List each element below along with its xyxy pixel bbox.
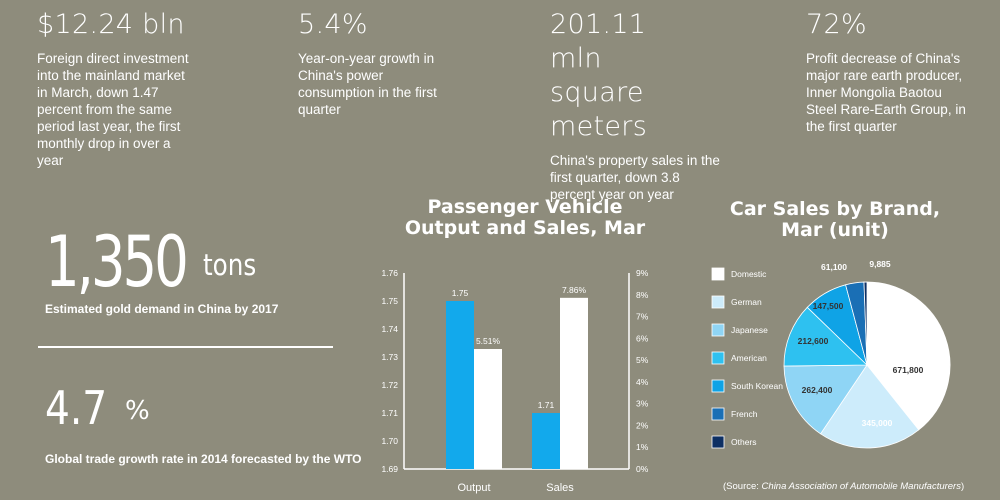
legend-label: American — [731, 353, 767, 363]
legend-label: Others — [731, 437, 757, 447]
stat-description: Year-on-year growth in China's power con… — [298, 51, 437, 117]
right-tick-label: 2% — [636, 420, 649, 430]
pie-data-label: 212,600 — [798, 336, 829, 346]
bar-left-series — [446, 301, 474, 469]
left-tick-label: 1.69 — [381, 464, 398, 474]
legend-swatch — [711, 323, 725, 337]
left-tick-label: 1.70 — [381, 436, 398, 446]
source-name: China Association of Automobile Manufact… — [761, 481, 961, 492]
bar-chart-title: Passenger Vehicle Output and Sales, Mar — [404, 196, 646, 239]
bar-data-label: 1.71 — [538, 400, 555, 410]
right-tick-label: 9% — [636, 268, 649, 278]
pie-data-label: 671,800 — [893, 365, 924, 375]
pie-slice — [783, 306, 868, 367]
source-note: (Source: China Association of Automobile… — [723, 481, 964, 492]
stat-description: Profit decrease of China's major rare ea… — [806, 51, 966, 134]
stat-fdi: $12.24 bln Foreign direct investment int… — [37, 8, 197, 169]
pie-slice — [783, 364, 868, 435]
bar-data-label: 1.75 — [452, 288, 469, 298]
trade-growth-block: 4.7 % Global trade growth rate in 2014 f… — [45, 381, 362, 466]
pie-data-label: 9,885 — [869, 259, 891, 269]
right-tick-label: 4% — [636, 377, 649, 387]
left-tick-label: 1.76 — [381, 268, 398, 278]
pie-slice — [863, 281, 868, 366]
stat-power: 5.4% Year-on-year growth in China's powe… — [298, 8, 458, 118]
legend-swatch — [711, 379, 725, 393]
left-tick-label: 1.71 — [381, 408, 398, 418]
left-tick-label: 1.73 — [381, 352, 398, 362]
stat-value: 5.4% — [298, 9, 368, 40]
gold-unit: tons — [203, 248, 257, 282]
pie-chart-title: Car Sales by Brand, Mar (unit) — [729, 198, 941, 241]
pie-slice — [819, 364, 920, 449]
stat-value: 72% — [806, 9, 867, 40]
right-tick-label: 6% — [636, 333, 649, 343]
stat-value: $12.24 bln — [37, 9, 185, 40]
right-tick-label: 5% — [636, 355, 649, 365]
gold-caption: Estimated gold demand in China by 2017 — [45, 302, 279, 316]
trade-caption: Global trade growth rate in 2014 forecas… — [45, 452, 362, 466]
gold-value: 1,350 — [45, 221, 189, 303]
right-tick-label: 0% — [636, 464, 649, 474]
legend-label: Japanese — [731, 325, 768, 335]
pie-slice — [806, 284, 868, 367]
stat-rare-earth: 72% Profit decrease of China's major rar… — [806, 8, 976, 135]
legend-label: Domestic — [731, 269, 767, 279]
gold-demand-block: 1,350 tons Estimated gold demand in Chin… — [45, 221, 278, 316]
bar-right-series — [560, 297, 588, 469]
pie-data-label: 147,500 — [813, 301, 844, 311]
divider — [38, 346, 333, 348]
source-prefix: (Source: — [723, 481, 762, 492]
legend-label: German — [731, 297, 762, 307]
pie-slice — [845, 281, 868, 366]
left-tick-label: 1.72 — [381, 380, 398, 390]
stat-description: Foreign direct investment into the mainl… — [37, 51, 189, 168]
trade-unit: % — [125, 396, 150, 426]
legend-label: French — [731, 409, 758, 419]
legend-swatch — [711, 351, 725, 365]
left-tick-label: 1.74 — [381, 324, 398, 334]
category-label: Sales — [546, 482, 574, 494]
right-tick-label: 7% — [636, 312, 649, 322]
source-suffix: ) — [960, 481, 965, 492]
right-tick-label: 1% — [636, 442, 649, 452]
legend-label: South Korean — [731, 381, 783, 391]
category-label: Output — [457, 482, 490, 494]
bar-data-label: 5.51% — [476, 336, 501, 346]
pie-data-label: 262,400 — [802, 385, 833, 395]
pie-data-label: 345,000 — [862, 418, 893, 428]
legend-swatch — [711, 267, 725, 281]
right-tick-label: 8% — [636, 290, 649, 300]
pie-data-label: 61,100 — [821, 262, 847, 272]
legend-swatch — [711, 295, 725, 309]
stat-property: 201.11 mln square meters China's propert… — [550, 8, 725, 203]
right-tick-label: 3% — [636, 399, 649, 409]
bar-left-series — [532, 413, 560, 469]
stat-description: China's property sales in the first quar… — [550, 153, 720, 202]
bar-right-series — [474, 349, 502, 469]
left-tick-label: 1.75 — [381, 296, 398, 306]
legend-swatch — [711, 435, 725, 449]
trade-value: 4.7 — [45, 381, 108, 435]
pie-slice — [866, 281, 951, 431]
stat-value: 201.11 mln square meters — [550, 9, 648, 142]
legend-swatch — [711, 407, 725, 421]
bar-data-label: 7.86% — [562, 285, 587, 295]
